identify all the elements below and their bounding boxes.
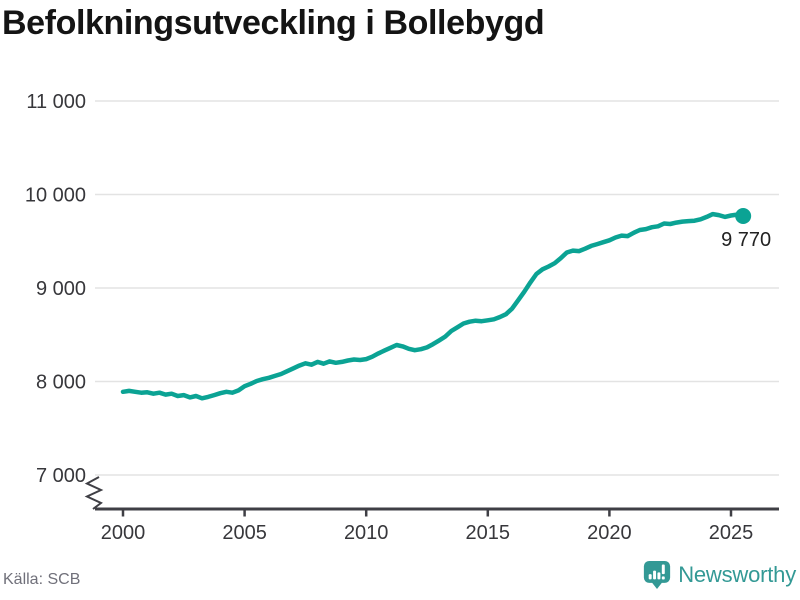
y-tick-label: 11 000	[26, 91, 86, 113]
y-tick-labels: 11 000 10 000 9 000 8 000 7 000	[25, 91, 86, 487]
latest-point-marker	[735, 208, 752, 225]
x-tick-label: 2000	[101, 522, 146, 544]
x-axis	[95, 507, 779, 517]
y-tick-label: 7 000	[36, 465, 86, 487]
y-gridlines	[95, 100, 779, 476]
y-tick-label: 8 000	[36, 372, 86, 394]
newsworthy-bar-chart-bubble-icon	[644, 561, 671, 589]
series-line	[120, 211, 746, 401]
chart-title: Befolkningsutveckling i Bollebygd	[2, 4, 545, 42]
x-tick-label: 2025	[709, 522, 754, 544]
latest-value-label: 9 770	[721, 229, 771, 251]
newsworthy-wordmark: Newsworthy	[678, 562, 796, 587]
x-tick-label: 2020	[587, 522, 632, 544]
x-tick-label: 2010	[344, 522, 389, 544]
latest-point: 9 770	[721, 208, 771, 251]
x-tick-label: 2015	[466, 522, 511, 544]
x-tick-labels: 2000 2005 2010 2015 2020 2025	[101, 522, 754, 544]
y-tick-label: 9 000	[36, 278, 86, 300]
y-tick-label: 10 000	[25, 185, 86, 207]
newsworthy-logo[interactable]: Newsworthy	[643, 560, 796, 590]
x-tick-label: 2005	[222, 522, 267, 544]
population-series	[120, 211, 746, 401]
source-label: Källa: SCB	[3, 571, 81, 588]
y-axis-break-icon	[84, 476, 104, 510]
